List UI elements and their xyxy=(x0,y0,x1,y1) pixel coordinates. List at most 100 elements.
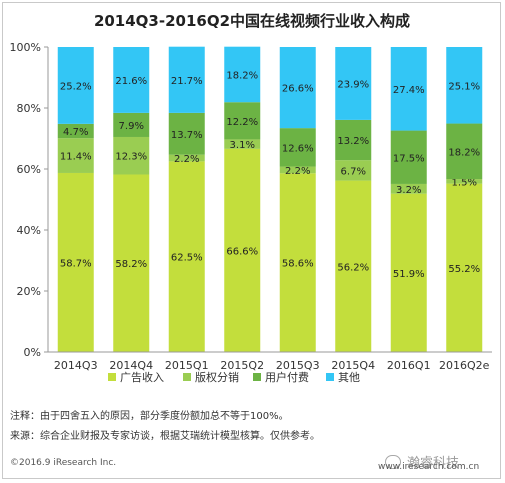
bar-stack-2015Q3: 58.6% 2.2% 12.6% 26.6% xyxy=(279,47,316,352)
bar-segment xyxy=(279,47,316,129)
watermark: 瀚睿科技 xyxy=(385,452,459,471)
data-label: 13.2% xyxy=(337,136,369,147)
data-label: 7.9% xyxy=(119,121,144,132)
bar-segment xyxy=(57,47,94,124)
x-tick-label: 2016Q1 xyxy=(387,359,431,372)
bar-segment xyxy=(390,47,427,131)
data-label: 21.7% xyxy=(171,76,203,87)
bar-segment xyxy=(446,183,483,352)
x-tick-label: 2014Q3 xyxy=(54,359,98,372)
bar-segment xyxy=(113,47,150,113)
bar-stack-2015Q2: 66.6% 3.1% 12.2% 18.2% xyxy=(224,46,261,352)
chart-frame xyxy=(2,2,501,479)
y-tick-label: 60% xyxy=(17,163,41,176)
bar-segment xyxy=(57,138,94,173)
legend-label: 广告收入 xyxy=(120,370,164,384)
x-axis: 2014Q3 2014Q4 2015Q1 2015Q2 2015Q3 2015Q4 2016… xyxy=(48,351,492,372)
bar-segment xyxy=(279,128,316,167)
data-label: 12.6% xyxy=(282,143,314,154)
data-label: 26.6% xyxy=(282,84,314,95)
y-tick-label: 20% xyxy=(17,285,41,298)
bar-segment xyxy=(57,123,94,139)
data-label: 18.2% xyxy=(226,70,258,81)
y-tick-label: 0% xyxy=(24,346,41,359)
x-tick-label: 2015Q3 xyxy=(276,359,320,372)
bar-stack-2014Q3: 58.7% 11.4% 4.7% 25.2% xyxy=(57,47,94,352)
data-label: 66.6% xyxy=(226,246,258,257)
data-label: 62.5% xyxy=(171,253,203,264)
legend-swatch xyxy=(183,373,191,381)
bar-segment xyxy=(390,183,427,194)
bar-segment xyxy=(446,179,483,184)
bar-segment xyxy=(113,174,150,352)
data-label: 3.2% xyxy=(396,185,421,196)
data-label: 4.7% xyxy=(63,127,88,138)
bar-segment xyxy=(335,119,372,161)
x-tick-label: 2015Q2 xyxy=(220,359,264,372)
bar-stack-2014Q4: 58.2% 12.3% 7.9% 21.6% xyxy=(113,47,150,352)
bar-segment xyxy=(224,46,261,103)
data-label: 17.5% xyxy=(393,153,425,164)
bar-segment xyxy=(335,47,372,120)
x-tick-label: 2015Q4 xyxy=(331,359,375,372)
data-label: 58.7% xyxy=(60,258,92,269)
legend: 广告收入 版权分销 用户付费 其他 xyxy=(108,370,360,384)
y-tick-label: 80% xyxy=(17,102,41,115)
bar-segment xyxy=(113,136,150,175)
data-label: 27.4% xyxy=(393,85,425,96)
bar-segment xyxy=(390,130,427,184)
data-label: 18.2% xyxy=(448,147,480,158)
bar-segment xyxy=(168,161,205,352)
x-tick-label: 2016Q2e xyxy=(439,359,490,372)
bar-segment xyxy=(390,193,427,352)
bar-segment xyxy=(279,166,316,174)
bar-stack-2015Q1: 62.5% 2.2% 13.7% 21.7% xyxy=(168,46,205,352)
bar-segment xyxy=(57,172,94,352)
data-label: 11.4% xyxy=(60,152,92,163)
bar-segment xyxy=(446,123,483,180)
bar-segment xyxy=(224,139,261,149)
data-label: 12.3% xyxy=(115,152,147,163)
legend-label: 版权分销 xyxy=(195,370,239,384)
copyright-text: ©2016.9 iResearch Inc. xyxy=(10,458,117,468)
data-label: 2.2% xyxy=(285,166,310,177)
data-label: 51.9% xyxy=(393,269,425,280)
footnote-rounding: 注释：由于四舍五入的原因，部分季度份额加总不等于100%。 xyxy=(10,411,289,422)
bar-stack-2016Q2e: 55.2% 1.5% 18.2% 25.1% xyxy=(446,47,483,352)
bar-segment xyxy=(168,46,205,113)
bar-segment xyxy=(335,160,372,181)
data-label: 12.2% xyxy=(226,117,258,128)
data-label: 25.1% xyxy=(448,81,480,92)
footnote-source: 来源：综合企业财报及专家访谈，根据艾瑞统计模型核算。仅供参考。 xyxy=(10,431,320,442)
bar-segment xyxy=(279,173,316,352)
legend-swatch xyxy=(253,373,261,381)
y-tick-label: 40% xyxy=(17,224,41,237)
watermark-text: 瀚睿科技 xyxy=(407,456,460,471)
bar-segment xyxy=(446,47,483,124)
y-tick-label: 100% xyxy=(10,41,41,54)
data-label: 3.1% xyxy=(230,140,255,151)
legend-swatch xyxy=(326,373,334,381)
bar-segment xyxy=(168,112,205,155)
data-label: 13.7% xyxy=(171,130,203,141)
data-label: 1.5% xyxy=(452,177,477,188)
data-label: 23.9% xyxy=(337,79,369,90)
bar-segment xyxy=(224,148,261,352)
data-label: 58.2% xyxy=(115,259,147,270)
site-url: www.iresearch.com.cn xyxy=(378,462,480,472)
data-label: 56.2% xyxy=(337,262,369,273)
x-tick-label: 2015Q1 xyxy=(165,359,209,372)
y-axis: 0% 20% 40% 60% 80% 100% xyxy=(10,41,49,359)
data-label: 58.6% xyxy=(282,259,314,270)
bar-segment xyxy=(113,112,150,137)
data-label: 6.7% xyxy=(341,166,366,177)
bar-segment xyxy=(168,154,205,162)
data-label: 21.6% xyxy=(115,76,147,87)
x-tick-label: 2014Q4 xyxy=(109,359,153,372)
wechat-icon xyxy=(385,454,401,469)
data-label: 25.2% xyxy=(60,81,92,92)
bars-group: 58.7% 11.4% 4.7% 25.2% 58.2% 12.3% 7.9% 21.6% 62… xyxy=(57,46,483,352)
bar-stack-2016Q1: 51.9% 3.2% 17.5% 27.4% xyxy=(390,47,427,352)
bar-segment xyxy=(335,180,372,352)
